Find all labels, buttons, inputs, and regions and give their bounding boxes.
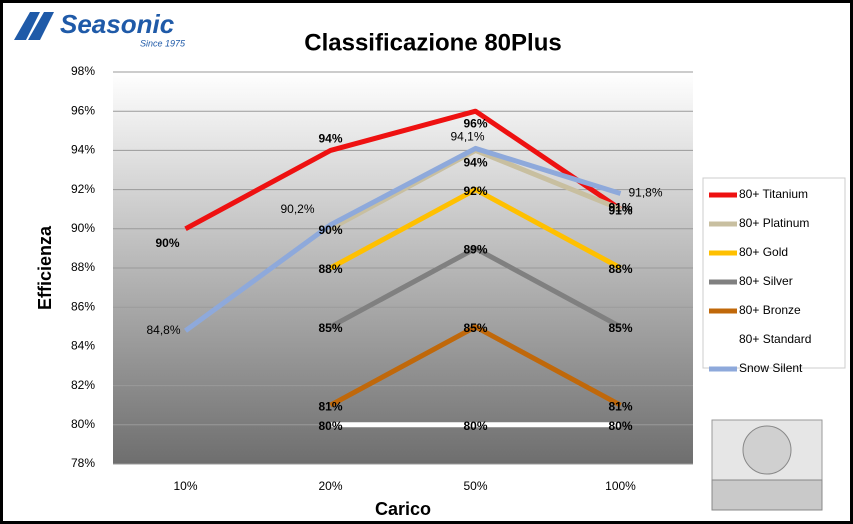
data-label: 96% (463, 116, 487, 130)
x-tick-label: 10% (173, 479, 197, 493)
data-label: 92% (463, 184, 487, 198)
chart: Seasonic Since 1975 Classificazione 80Pl… (0, 0, 853, 524)
y-tick-label: 90% (71, 221, 95, 235)
legend-label: 80+ Gold (739, 245, 788, 259)
y-tick-label: 88% (71, 260, 95, 274)
data-label: 81% (608, 399, 632, 413)
data-label: 81% (318, 399, 342, 413)
data-label: 88% (608, 262, 632, 276)
y-axis-title: Efficienza (35, 225, 55, 310)
chart-title: Classificazione 80Plus (304, 29, 561, 56)
logo-tagline: Since 1975 (140, 38, 186, 48)
data-label: 90,2% (280, 202, 314, 216)
logo-name: Seasonic (60, 9, 175, 39)
y-tick-label: 86% (71, 299, 95, 313)
data-label: 85% (608, 321, 632, 335)
x-axis-title: Carico (375, 499, 431, 519)
page: Seasonic Since 1975 Classificazione 80Pl… (0, 0, 853, 524)
data-label: 85% (318, 321, 342, 335)
data-label: 94% (463, 156, 487, 170)
y-tick-label: 80% (71, 417, 95, 431)
x-tick-label: 20% (318, 479, 342, 493)
data-label: 84,8% (146, 323, 180, 337)
psu-fan (743, 426, 791, 474)
y-tick-label: 96% (71, 103, 95, 117)
data-label: 91,8% (628, 186, 662, 200)
data-label: 94,1% (450, 130, 484, 144)
data-label: 94% (318, 132, 342, 146)
data-label: 89% (463, 243, 487, 257)
data-label: 80% (608, 419, 632, 433)
legend-label: Snow Silent (739, 361, 803, 375)
data-label: 90% (155, 236, 179, 250)
data-label: 80% (318, 419, 342, 433)
y-tick-label: 82% (71, 378, 95, 392)
y-tick-label: 78% (71, 456, 95, 470)
legend-label: 80+ Standard (739, 332, 811, 346)
psu-image (712, 420, 822, 510)
y-tick-label: 84% (71, 339, 95, 353)
y-tick-label: 98% (71, 64, 95, 78)
data-label: 91% (608, 203, 632, 217)
psu-side (712, 480, 822, 510)
data-label: 85% (463, 321, 487, 335)
data-label: 88% (318, 262, 342, 276)
legend-label: 80+ Bronze (739, 303, 801, 317)
data-label: 90% (318, 223, 342, 237)
y-tick-label: 92% (71, 182, 95, 196)
y-tick-label: 94% (71, 143, 95, 157)
legend-label: 80+ Silver (739, 274, 793, 288)
legend-label: 80+ Platinum (739, 216, 809, 230)
data-label: 80% (463, 419, 487, 433)
x-tick-label: 100% (605, 479, 636, 493)
legend-label: 80+ Titanium (739, 187, 808, 201)
x-tick-label: 50% (463, 479, 487, 493)
